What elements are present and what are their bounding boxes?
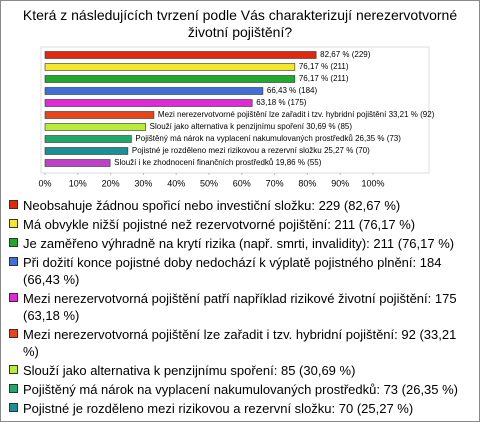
legend-item: Pojištěný má nárok na vyplacení nakumulo… [9,381,471,398]
legend-swatch [9,329,18,338]
value-label: 63,18 % (175) [256,98,307,107]
value-text: 76,17 % (211) [299,62,349,71]
bar [44,63,296,71]
legend-label: Slouží jako alternativa k penzijnímu spo… [23,363,356,378]
x-tick-label: 0% [38,178,51,188]
x-tick-label: 40% [167,178,185,188]
value-label: 76,17 % (211) [299,74,349,83]
value-text: 26,35 % (73) [355,134,401,143]
legend-label: Má obvykle nižší pojistné než rezervotvo… [23,217,416,232]
chart-title: Která z následujících tvrzení podle Vás … [22,7,458,40]
legend-item: Pojistné je rozděleno mezi rizikovou a r… [9,400,471,417]
value-label: Pojištěný má nárok na vyplacení nakumulo… [135,134,401,143]
legend-item: Mezi nerezervotvorná pojištění patří nap… [9,290,471,324]
bar-text: Slouží jako alternativa k penzijnímu spo… [150,122,305,131]
bar [44,123,146,131]
value-label: Mezi nerezervotvorné pojištění lze zařad… [158,110,435,119]
value-label: Pojistné je rozděleno mezi rizikovou a r… [132,146,370,155]
x-tick-label: 60% [233,178,251,188]
legend-item: Slouží jako alternativa k penzijnímu spo… [9,362,471,379]
legend-label: Při dožití konce pojistné doby nedochází… [23,255,442,287]
legend: Neobsahuje žádnou spořicí nebo investičn… [9,197,471,421]
bar [44,111,155,119]
value-label: Slouží jako alternativa k penzijnímu spo… [150,122,353,131]
legend-label: Slouží i ke zhodnocení finančních prostř… [23,420,363,421]
legend-label: Mezi nerezervotvorná pojištění patří nap… [23,291,457,323]
x-tick-label: 100% [361,178,384,188]
legend-item: Je zaměřeno výhradně na krytí rizika (na… [9,235,471,252]
value-label: 66,43 % (184) [267,86,318,95]
plot: 0% 10% 20% 30% 40% 50% 60% 70% 80% 90% 100% 82,67 %… [38,46,435,188]
legend-swatch [9,200,18,209]
bar [44,75,296,83]
legend-label: Pojistné je rozděleno mezi rizikovou a r… [23,401,414,416]
bar [44,99,253,107]
legend-label: Je zaměřeno výhradně na krytí rizika (na… [23,236,455,251]
legend-swatch [9,219,18,228]
legend-swatch [9,238,18,247]
x-tick-label: 80% [298,178,316,188]
value-text: 76,17 % (211) [299,74,349,83]
bar [44,87,264,95]
value-text: 82,67 % (229) [320,50,371,59]
bar-text: Pojištěný má nárok na vyplacení nakumulo… [135,134,352,143]
bar [44,51,317,59]
x-tick-label: 50% [200,178,218,188]
bar [44,135,132,143]
x-tick-label: 90% [331,178,349,188]
value-text: 66,43 % (184) [267,86,318,95]
legend-label: Pojištěný má nárok na vyplacení nakumulo… [23,382,459,397]
value-label: 82,67 % (229) [320,50,371,59]
legend-swatch [9,257,18,266]
value-label: 76,17 % (211) [299,62,349,71]
x-tick-label: 30% [134,178,152,188]
value-text: 25,27 % (70) [324,146,370,155]
legend-item: Slouží i ke zhodnocení finančních prostř… [9,419,471,421]
legend-swatch [9,403,18,412]
bar [44,147,129,155]
legend-item: Mezi nerezervotvorná pojištění lze zařad… [9,326,471,360]
legend-item: Neobsahuje žádnou spořicí nebo investičn… [9,197,471,214]
legend-item: Má obvykle nižší pojistné než rezervotvo… [9,216,471,233]
legend-swatch [9,365,18,374]
value-text: 63,18 % (175) [256,98,307,107]
legend-label: Mezi nerezervotvorná pojištění lze zařad… [23,327,457,359]
x-tick-label: 10% [69,178,87,188]
x-tick-label: 20% [102,178,120,188]
plot-frame [40,46,430,174]
legend-swatch [9,293,18,302]
x-tick-label: 70% [266,178,284,188]
bar [44,159,111,167]
legend-swatch [9,384,18,393]
value-text: 33,21 % (92) [389,110,435,119]
bar-text: Mezi nerezervotvorné pojištění lze zařad… [158,110,387,119]
legend-label: Neobsahuje žádnou spořicí nebo investičn… [23,198,401,213]
bar-text: Slouží i ke zhodnocení finančních prostř… [114,158,273,167]
value-text: 30,69 % (85) [306,122,352,131]
legend-item: Při dožití konce pojistné doby nedochází… [9,254,471,288]
bar-text: Pojistné je rozděleno mezi rizikovou a r… [132,146,322,155]
value-label: Slouží i ke zhodnocení finančních prostř… [114,158,322,167]
value-text: 19,86 % (55) [276,158,322,167]
